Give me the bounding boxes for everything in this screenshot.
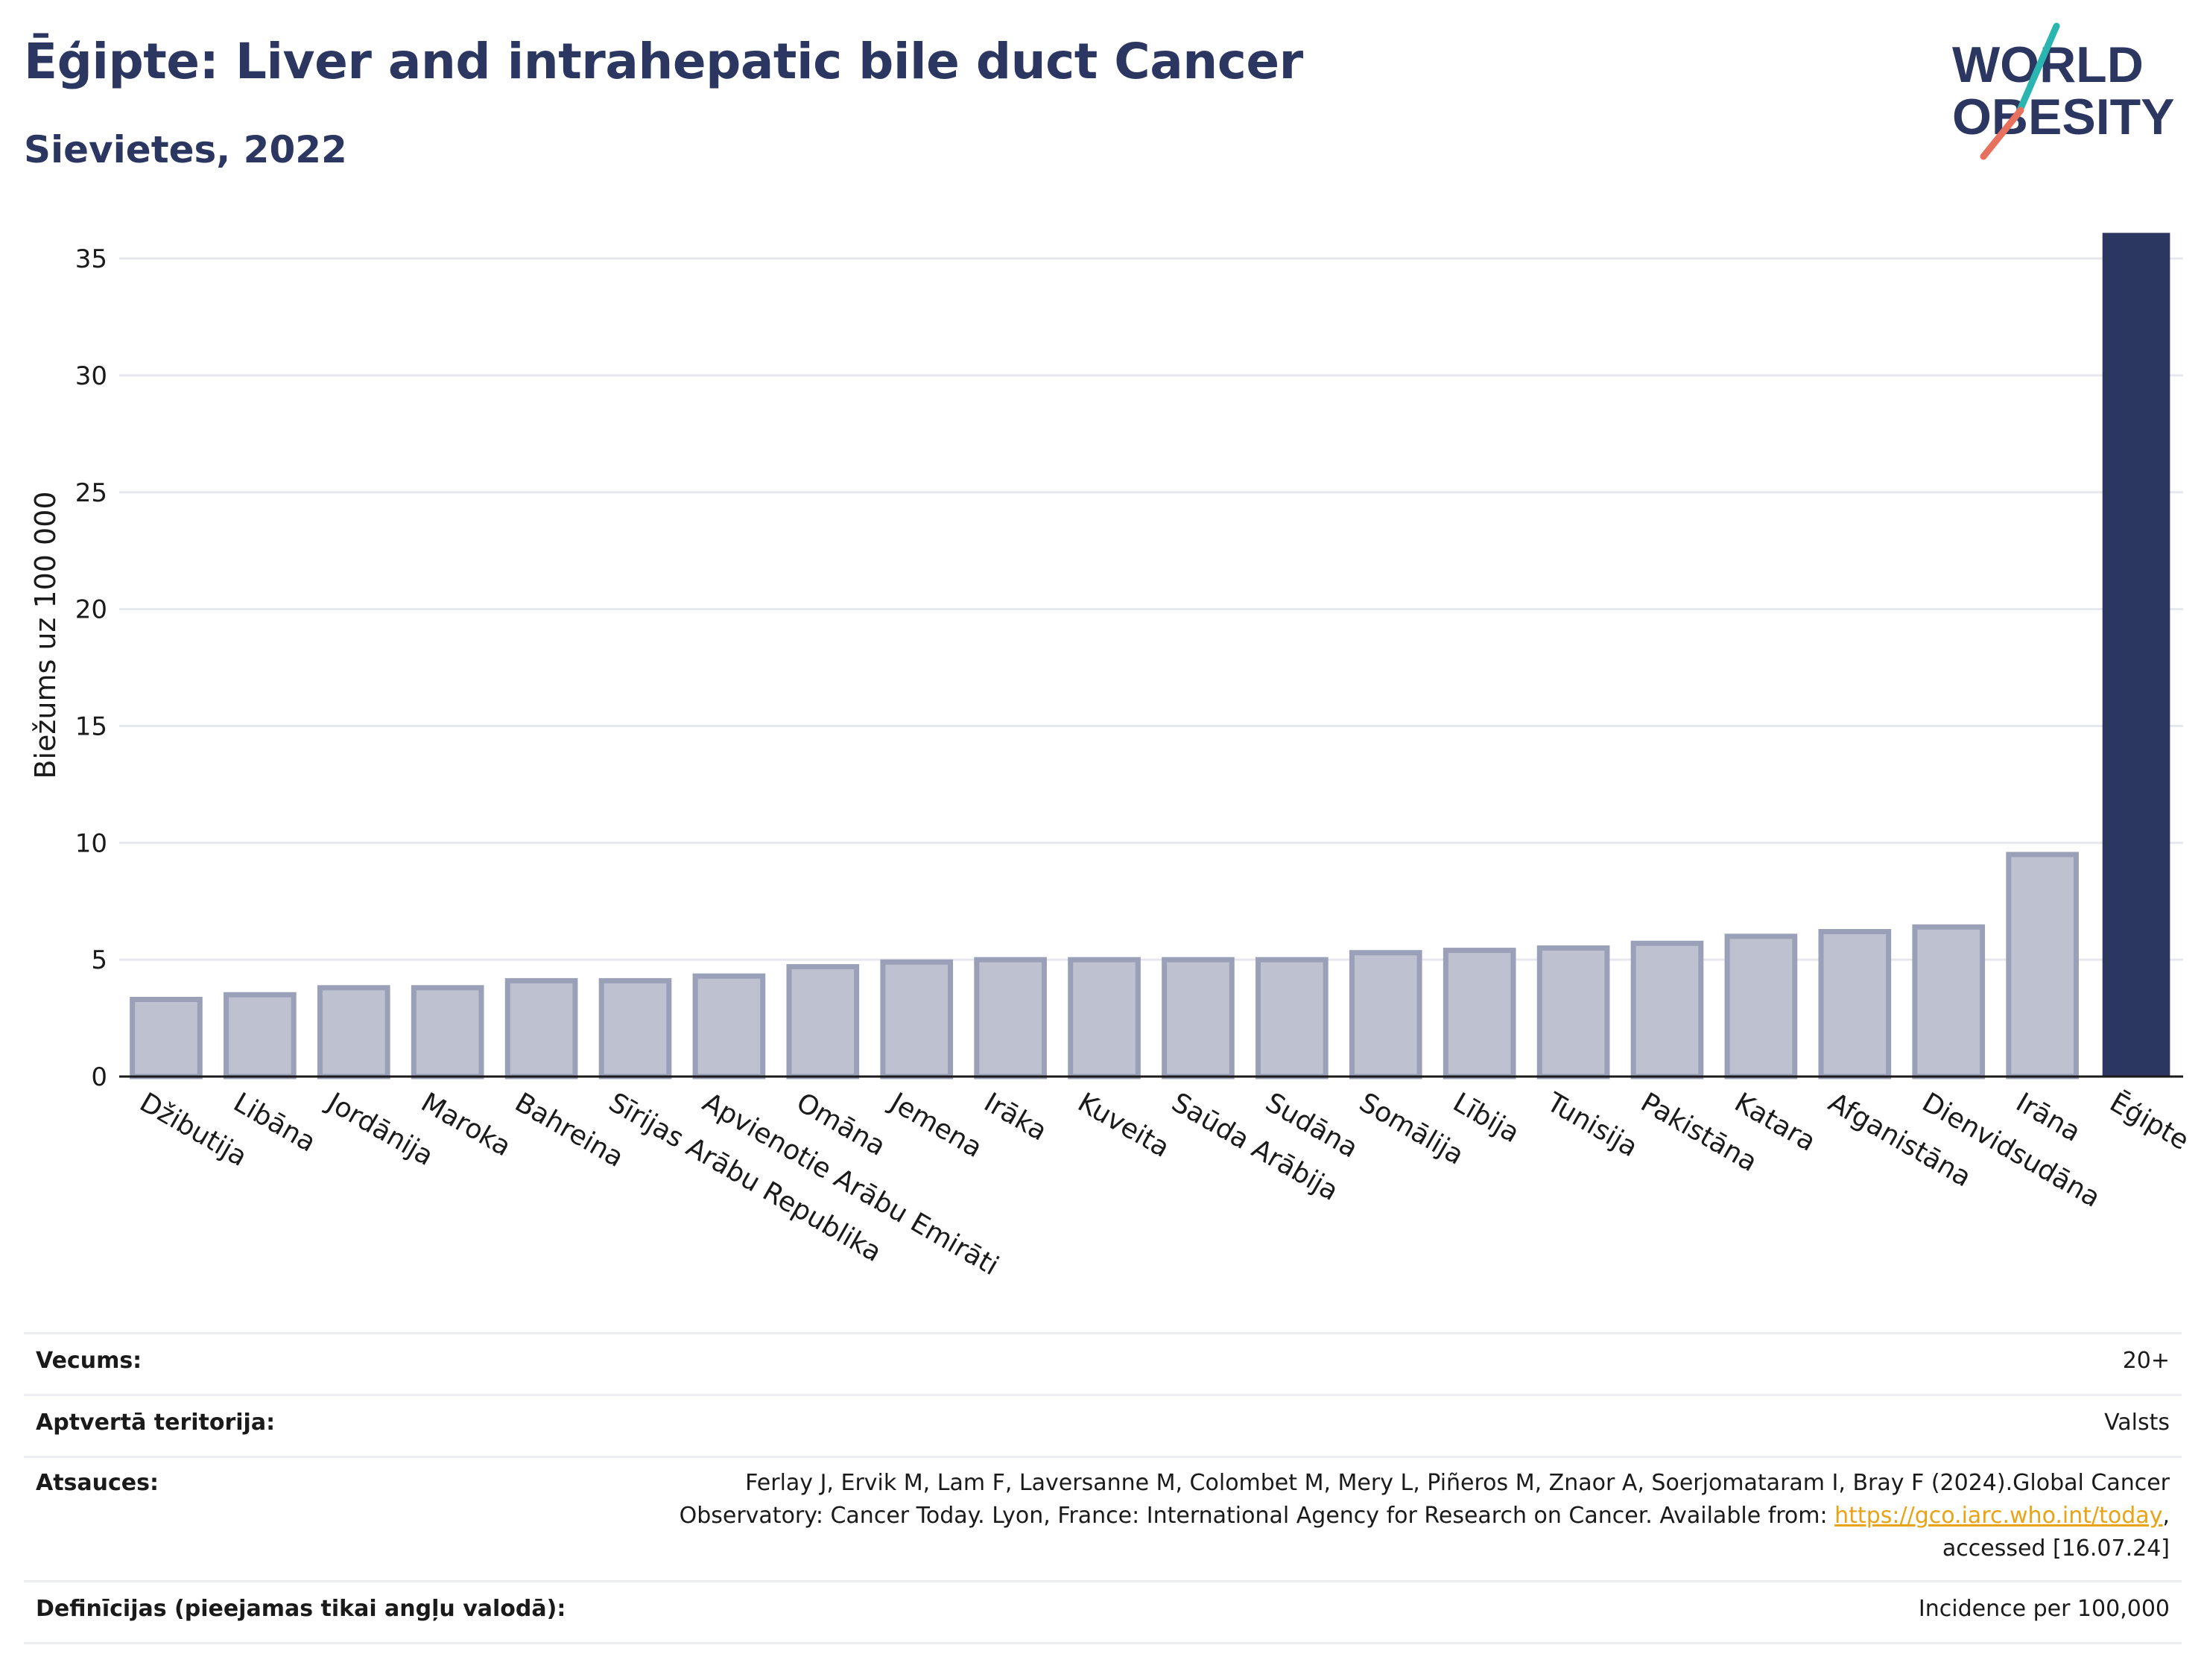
bar-4	[411, 985, 484, 1080]
bar-5	[504, 977, 578, 1080]
bar-1	[130, 996, 203, 1080]
bar-10	[974, 957, 1047, 1080]
bar-15	[1443, 948, 1516, 1080]
bar-9	[880, 959, 954, 1080]
meta-refs-label: Atsauces:	[36, 1470, 159, 1496]
y-tick-label: 35	[75, 244, 107, 274]
bar-3	[317, 985, 390, 1080]
world-obesity-logo: WORLD OBESITY	[1952, 22, 2175, 160]
x-tick-label: Saūda Arābija	[1166, 1087, 1343, 1207]
bar-16	[1536, 945, 1610, 1080]
x-tick-label: Jordānija	[321, 1086, 439, 1172]
x-tick-label: Džibutija	[134, 1087, 252, 1173]
bar-chart: 0 5 10 15 20 25 30 35 Biežums uz 100 000 Džibutij…	[29, 232, 2194, 1281]
meta-age-label: Vecums:	[36, 1348, 142, 1374]
y-tick-label: 15	[75, 711, 107, 741]
bar-11	[1068, 957, 1141, 1080]
x-tick-label: Ēģipte	[2105, 1087, 2194, 1156]
bar-22	[2102, 232, 2170, 1077]
meta-row-coverage: Aptvertā teritorija: Valsts	[24, 1396, 2182, 1458]
meta-refs-line3: accessed [16.07.24]	[1942, 1535, 2170, 1562]
meta-refs-link[interactable]: https://gco.iarc.who.int/today	[1834, 1503, 2163, 1529]
y-tick-label: 5	[91, 945, 107, 975]
bar-12	[1162, 957, 1235, 1080]
chart-subtitle: Sievietes, 2022	[24, 128, 347, 171]
bar-2	[224, 992, 297, 1080]
meta-refs-line2-text: Observatory: Cancer Today. Lyon, France:…	[679, 1503, 1835, 1529]
meta-refs-line1: Ferlay J, Ervik M, Lam F, Laversanne M, …	[745, 1470, 2170, 1496]
meta-row-definitions: Definīcijas (pieejamas tikai angļu valod…	[24, 1582, 2182, 1644]
y-tick-label: 25	[75, 478, 107, 508]
meta-refs-value: Ferlay J, Ervik M, Lam F, Laversanne M, …	[531, 1467, 2170, 1565]
bar-18	[1724, 933, 1798, 1080]
bar-8	[786, 964, 860, 1080]
bar-20	[1912, 924, 1986, 1080]
meta-defs-value: Incidence per 100,000	[1918, 1596, 2170, 1622]
x-tick-label: Jemena	[884, 1086, 987, 1164]
logo-word-obesity: OBESITY	[1952, 89, 2175, 145]
bar-19	[1818, 929, 1892, 1080]
meta-coverage-value: Valsts	[2104, 1410, 2170, 1436]
bar-14	[1349, 950, 1422, 1080]
bar-7	[692, 973, 766, 1080]
bar-17	[1630, 940, 1704, 1080]
meta-row-age: Vecums: 20+	[24, 1334, 2182, 1396]
y-tick-label: 30	[75, 361, 107, 391]
y-axis-label: Biežums uz 100 000	[29, 491, 62, 779]
y-tick-label: 0	[91, 1062, 107, 1092]
meta-coverage-label: Aptvertā teritorija:	[36, 1410, 276, 1436]
x-tick-label: Irāka	[979, 1087, 1052, 1147]
x-tick-label: Tunisija	[1541, 1087, 1643, 1163]
bar-13	[1255, 957, 1329, 1080]
meta-refs-line2-suffix: ,	[2162, 1503, 2170, 1529]
y-tick-label: 10	[75, 828, 107, 858]
meta-age-value: 20+	[2122, 1348, 2170, 1374]
x-tick-label: Somālija	[1354, 1087, 1469, 1171]
metadata-table: Vecums: 20+ Aptvertā teritorija: Valsts …	[24, 1332, 2182, 1644]
y-tick-label: 20	[75, 595, 107, 625]
chart-title: Ēģipte: Liver and intrahepatic bile duct…	[24, 33, 1303, 90]
x-tick-label: Kuveita	[1073, 1087, 1175, 1164]
logo-slash-bottom	[1980, 107, 2024, 160]
bar-6	[598, 977, 672, 1080]
bar-21	[2006, 852, 2079, 1080]
logo-slash-top	[2015, 22, 2060, 115]
meta-defs-label: Definīcijas (pieejamas tikai angļu valod…	[36, 1596, 566, 1622]
meta-row-references: Atsauces: Ferlay J, Ervik M, Lam F, Lave…	[24, 1458, 2182, 1582]
meta-refs-line2: Observatory: Cancer Today. Lyon, France:…	[531, 1500, 2170, 1532]
